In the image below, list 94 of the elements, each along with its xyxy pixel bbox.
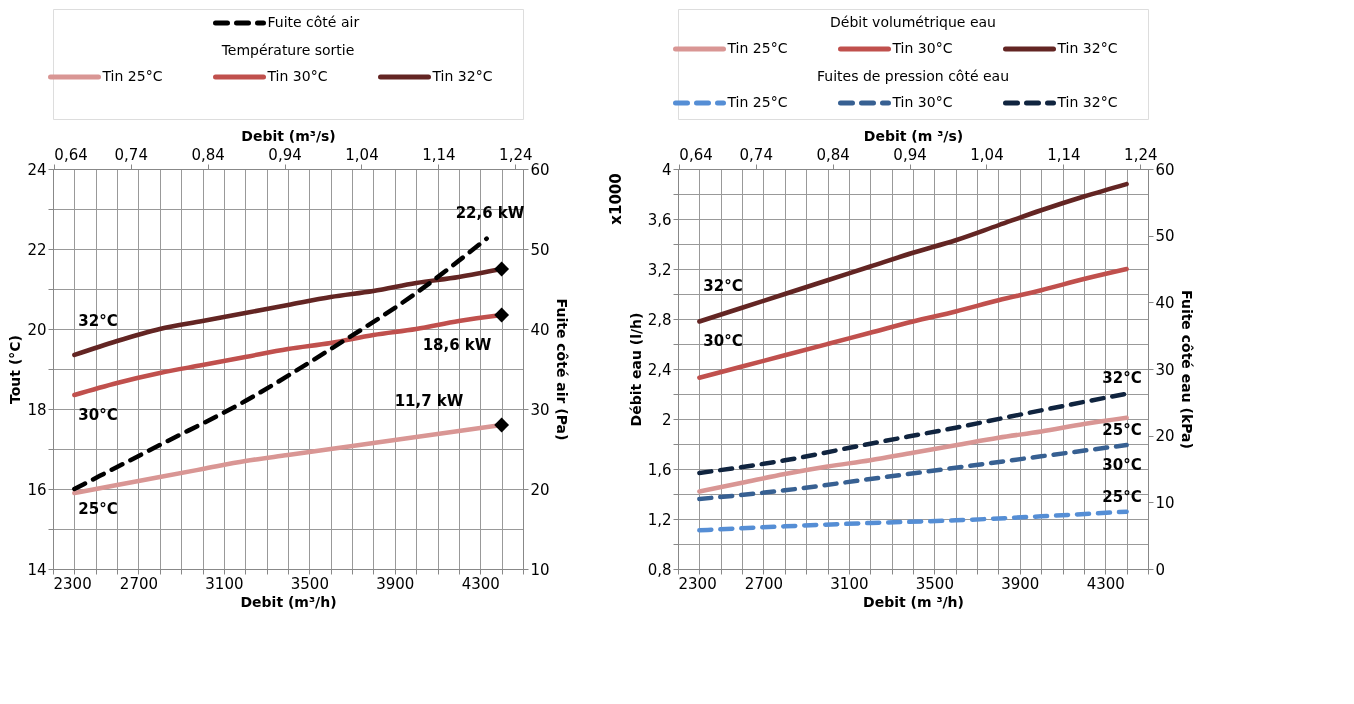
legend-label: Tin 30°C — [891, 94, 953, 110]
y-tick-label: 2,8 — [647, 310, 672, 329]
x2-tick-label: 0,84 — [816, 145, 850, 164]
legend-label: Tin 25°C — [726, 94, 788, 110]
x2-tick-label: 1,04 — [970, 145, 1004, 164]
y-tick-label: 3,2 — [647, 260, 672, 279]
x-tick-label: 3500 — [915, 574, 954, 593]
x2-axis-title: Debit (m³/s) — [241, 127, 336, 144]
annotation: 30°C — [703, 332, 743, 350]
x-axis-title: Debit (m³/h) — [240, 593, 337, 610]
y2-tick-label: 50 — [1155, 227, 1175, 246]
y-axis-title: Débit eau (l/h) — [627, 312, 644, 427]
y2-tick-label: 20 — [530, 480, 550, 499]
annotation: 32°C — [1102, 369, 1142, 387]
legend-label: Tin 30°C — [266, 68, 328, 84]
x-tick-label: 4300 — [1086, 574, 1125, 593]
annotation: 22,6 kW — [455, 204, 525, 222]
x2-tick-label: 0,64 — [679, 145, 713, 164]
line-series — [72, 236, 489, 492]
y2-tick-label: 10 — [530, 560, 550, 579]
x-tick-label: 3100 — [205, 574, 244, 593]
annotation: 30°C — [78, 406, 118, 424]
x2-tick-label: 0,94 — [268, 145, 302, 164]
x-tick-label: 2700 — [119, 574, 159, 593]
y2-tick-label: 50 — [530, 240, 550, 259]
y-tick-label: 14 — [27, 560, 47, 579]
y2-tick-label: 20 — [1155, 427, 1175, 446]
x2-tick-label: 0,74 — [739, 145, 773, 164]
y-tick-label: 22 — [27, 240, 47, 259]
legend-label: Tin 32°C — [1056, 40, 1118, 56]
line-series — [697, 509, 1129, 533]
y-tick-label: 18 — [27, 400, 47, 419]
y-tick-label: 3,6 — [647, 210, 672, 229]
y-tick-label: 2 — [661, 410, 672, 429]
x-tick-label: 2300 — [53, 574, 92, 593]
annotation: 30°C — [1102, 456, 1142, 474]
y-tick-label: 24 — [27, 160, 47, 179]
y-tick-label: 16 — [27, 480, 47, 499]
point — [494, 417, 510, 433]
x2-axis-title: Debit (m ³/s) — [863, 127, 964, 144]
y-tick-label: 2,4 — [647, 360, 672, 379]
y2-tick-label: 60 — [530, 160, 550, 179]
y-tick-label: 0,8 — [647, 560, 672, 579]
x-tick-label: 3900 — [1001, 574, 1040, 593]
y2-tick-label: 60 — [1155, 160, 1175, 179]
x2-tick-label: 0,64 — [54, 145, 88, 164]
point — [494, 261, 510, 277]
x2-tick-label: 1,04 — [345, 145, 379, 164]
x2-tick-label: 0,84 — [191, 145, 225, 164]
legend-label: Tin 25°C — [726, 40, 788, 56]
point — [494, 307, 510, 323]
x2-tick-label: 0,94 — [893, 145, 927, 164]
x2-tick-label: 1,14 — [422, 145, 456, 164]
annotation: 25°C — [1102, 421, 1142, 439]
x2-tick-label: 0,74 — [114, 145, 148, 164]
y2-tick-label: 30 — [1155, 360, 1175, 379]
y-axis-title: Tout (°C) — [7, 335, 24, 404]
y2-tick-label: 40 — [1155, 293, 1175, 312]
x-axis-title: Debit (m ³/h) — [863, 593, 964, 610]
text: Fuites de pression côté eau — [816, 68, 1010, 84]
y-tick-label: 20 — [27, 320, 47, 339]
y2-axis-title: Fuite côté air (Pa) — [553, 298, 570, 441]
text: Débit volumétrique eau — [830, 14, 996, 30]
y-tick-label: 4 — [661, 160, 672, 179]
annotation: 25°C — [1102, 488, 1142, 506]
annotation: 18,6 kW — [422, 336, 492, 354]
legend-title: Température sortie — [220, 42, 355, 58]
line-series — [697, 181, 1129, 324]
x2-tick-label: 1,24 — [1124, 145, 1158, 164]
x-tick-label: 2700 — [744, 574, 784, 593]
x-tick-label: 2300 — [678, 574, 717, 593]
x2-tick-label: 1,24 — [499, 145, 533, 164]
legend-label: Tin 32°C — [1056, 94, 1118, 110]
x-tick-label: 3100 — [830, 574, 869, 593]
y2-axis-title: Fuite côté eau (kPa) — [1178, 290, 1195, 449]
text: x1000 — [607, 173, 625, 225]
legend-label: Fuite côté air — [267, 14, 360, 30]
y-tick-label: 1,6 — [647, 460, 672, 479]
x-tick-label: 4300 — [461, 574, 500, 593]
y-tick-label: 1,2 — [647, 510, 672, 529]
x-tick-label: 3500 — [290, 574, 329, 593]
y2-tick-label: 10 — [1155, 493, 1175, 512]
legend-label: Tin 30°C — [891, 40, 953, 56]
annotation: 32°C — [703, 277, 743, 295]
x2-tick-label: 1,14 — [1047, 145, 1081, 164]
annotation: 25°C — [78, 500, 118, 518]
x-tick-label: 3900 — [376, 574, 415, 593]
y2-tick-label: 40 — [530, 320, 550, 339]
legend-label: Tin 32°C — [431, 68, 493, 84]
annotation: 32°C — [78, 312, 118, 330]
annotation: 11,7 kW — [394, 392, 464, 410]
y2-tick-label: 30 — [530, 400, 550, 419]
y2-tick-label: 0 — [1155, 560, 1166, 579]
legend-label: Tin 25°C — [101, 68, 163, 84]
